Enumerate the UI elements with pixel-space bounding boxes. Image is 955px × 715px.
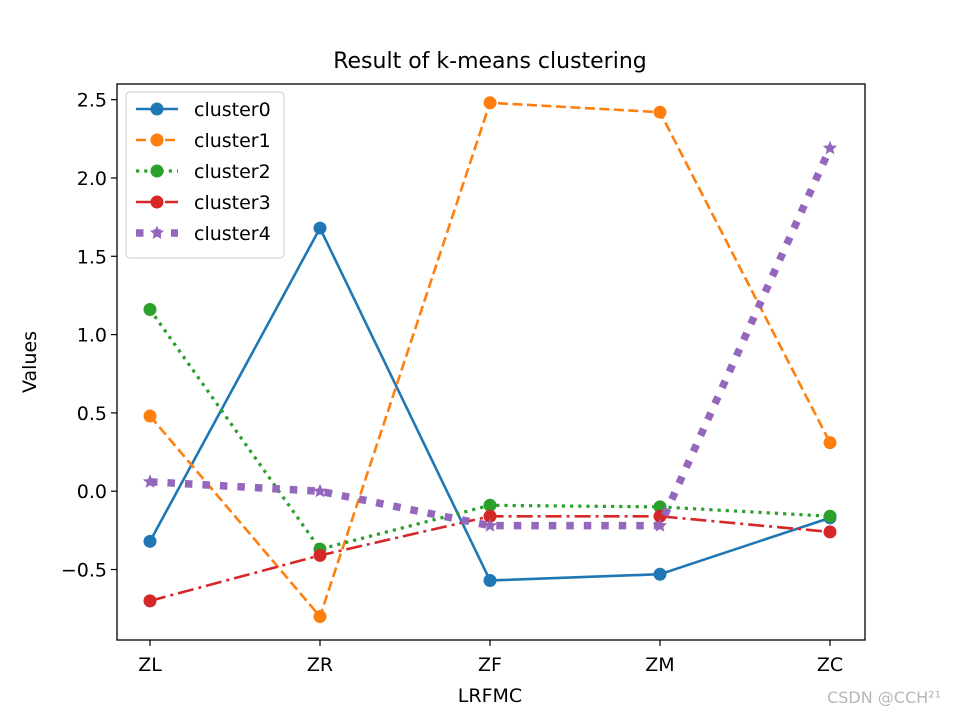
data-point — [313, 221, 327, 235]
legend-marker — [150, 133, 164, 147]
legend-label: cluster1 — [194, 130, 271, 152]
legend-item-cluster2: cluster2 — [136, 161, 271, 183]
x-axis-label: LRFMC — [458, 685, 522, 707]
chart-title: Result of k-means clustering — [333, 49, 647, 74]
legend-label: cluster2 — [194, 161, 271, 183]
data-point — [823, 509, 837, 523]
watermark: CSDN @CCH²¹ — [827, 688, 941, 707]
data-point — [822, 140, 838, 155]
series-cluster4 — [142, 140, 838, 532]
data-point — [143, 409, 157, 423]
legend-item-cluster0: cluster0 — [136, 99, 271, 121]
legend: cluster0 cluster1 cluster2 cluster3 cluster4 — [125, 91, 285, 259]
x-tick-label: ZC — [817, 654, 843, 676]
x-tick-label: ZL — [138, 654, 162, 676]
data-point — [823, 525, 837, 539]
x-tick-label: ZR — [307, 654, 333, 676]
legend-marker — [150, 102, 164, 116]
legend-marker — [149, 225, 165, 240]
data-point — [143, 594, 157, 608]
data-point — [142, 474, 158, 488]
y-tick-label: 1.0 — [77, 325, 107, 347]
data-point — [143, 534, 157, 548]
data-point — [313, 610, 327, 624]
data-point — [653, 567, 667, 581]
data-point — [483, 509, 497, 523]
x-tick-label: ZM — [645, 654, 674, 676]
y-tick-label: −0.5 — [61, 560, 107, 582]
series-line — [149, 146, 834, 530]
legend-label: cluster0 — [194, 99, 271, 121]
y-tick-label: 2.5 — [77, 90, 107, 112]
legend-marker — [150, 164, 164, 178]
data-point — [652, 518, 668, 532]
data-point — [312, 483, 328, 498]
y-tick-label: 2.0 — [77, 168, 107, 190]
data-point — [482, 518, 498, 532]
data-point — [143, 303, 157, 317]
series-layer — [142, 96, 838, 624]
data-point — [483, 498, 497, 512]
legend-box — [125, 91, 285, 259]
y-tick-label: 1.5 — [77, 246, 107, 268]
legend-label: cluster4 — [194, 223, 271, 245]
data-point — [653, 105, 667, 119]
legend-item-cluster1: cluster1 — [136, 130, 271, 152]
y-tick-label: 0.0 — [77, 481, 107, 503]
x-tick-label: ZF — [478, 654, 502, 676]
series-cluster3 — [143, 509, 837, 608]
legend-item-cluster4: cluster4 — [136, 223, 271, 245]
legend-marker — [150, 195, 164, 209]
y-axis-label: Values — [19, 331, 41, 393]
data-point — [313, 548, 327, 562]
series-cluster1 — [143, 96, 837, 624]
legend-item-cluster3: cluster3 — [136, 192, 271, 214]
data-point — [483, 96, 497, 110]
data-point — [823, 436, 837, 450]
legend-label: cluster3 — [194, 192, 271, 214]
data-point — [483, 573, 497, 587]
x-axis: ZL ZR ZF ZM ZC — [138, 640, 843, 676]
y-tick-label: 0.5 — [77, 403, 107, 425]
y-axis: −0.5 0.0 0.5 1.0 1.5 2.0 2.5 — [61, 90, 117, 582]
